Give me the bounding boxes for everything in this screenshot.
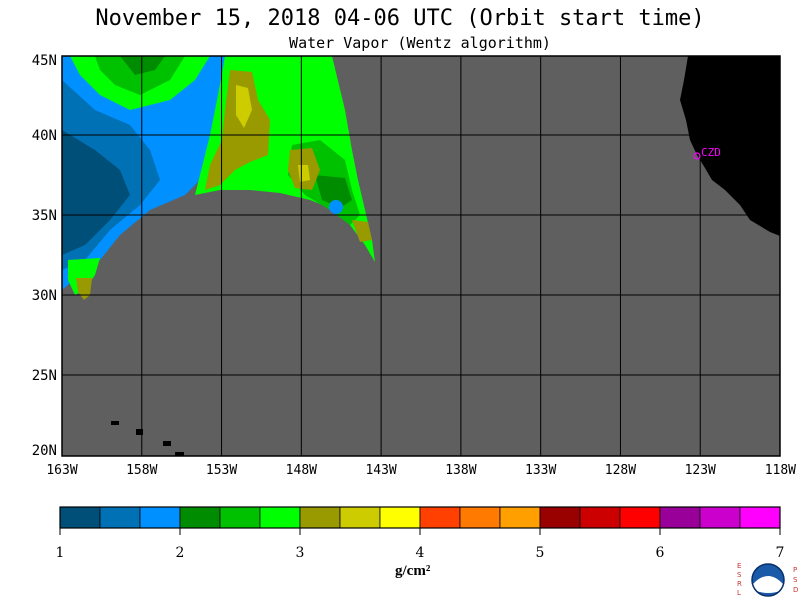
swath-mid-vapor: [315, 175, 352, 208]
longitude-labels: 163W 158W 153W 148W 143W 138W 133W 128W 123W 118W: [46, 463, 796, 478]
colorbar-tick-label: 1: [56, 545, 65, 561]
longitude-label: 143W: [365, 463, 396, 478]
latitude-label: 40N: [32, 128, 57, 144]
swath-lowest-vapor: [62, 130, 130, 255]
colorbar-tick-label: 6: [656, 545, 665, 561]
colorbar-swatch: [699, 506, 741, 529]
colorbar-swatch: [419, 506, 461, 529]
colorbar-tick-label: 2: [176, 545, 185, 561]
swath-south-tip: [68, 258, 100, 295]
colorbar-tick-labels: 1 2 3 4 5 6 7: [56, 528, 785, 561]
latitude-label: 30N: [32, 288, 57, 304]
swath-blue-spot: [329, 200, 343, 214]
longitude-label: 163W: [46, 463, 77, 478]
graticule: [62, 56, 780, 456]
colorbar-swatch: [339, 506, 381, 529]
colorbar-swatch: [739, 506, 781, 529]
latitude-label: 25N: [32, 368, 57, 384]
longitude-label: 128W: [605, 463, 636, 478]
logo-left-r: R: [737, 580, 742, 588]
logo-left-e: E: [737, 562, 741, 570]
swath-medium-vapor-top: [95, 56, 185, 95]
station-marker: [693, 152, 701, 160]
longitude-label: 138W: [445, 463, 476, 478]
latitude-label: 45N: [32, 53, 57, 69]
colorbar-tick-label: 3: [296, 545, 305, 561]
longitude-label: 133W: [525, 463, 556, 478]
longitude-label: 118W: [765, 463, 796, 478]
latitude-label: 35N: [32, 208, 57, 224]
colorbar-swatch: [299, 506, 341, 529]
swath-mid-vapor-top: [120, 56, 165, 75]
colorbar: [59, 506, 781, 529]
california-landmass: [680, 56, 780, 236]
colorbar-swatch: [379, 506, 421, 529]
map-subtitle: Water Vapor (Wentz algorithm): [289, 34, 551, 52]
colorbar-swatch: [539, 506, 581, 529]
colorbar-swatch: [499, 506, 541, 529]
swath-higher-vapor-patch-2: [298, 165, 310, 182]
colorbar-swatch: [59, 506, 101, 529]
logo-right-s: S: [793, 576, 798, 584]
hawaiian-islands: [111, 421, 184, 456]
longitude-label: 153W: [206, 463, 237, 478]
noaa-logo: E S R L P S D: [737, 562, 798, 597]
colorbar-swatch: [619, 506, 661, 529]
map-title: November 15, 2018 04-06 UTC (Orbit start…: [95, 6, 705, 31]
colorbar-swatch: [659, 506, 701, 529]
colorbar-swatch: [179, 506, 221, 529]
colorbar-tick-label: 5: [536, 545, 545, 561]
colorbar-tick-label: 4: [416, 545, 425, 561]
longitude-label: 148W: [286, 463, 317, 478]
station-label: CZD: [701, 146, 721, 159]
longitude-label: 158W: [126, 463, 157, 478]
colorbar-swatch: [579, 506, 621, 529]
colorbar-swatch: [459, 506, 501, 529]
colorbar-tick-label: 7: [776, 545, 785, 561]
logo-left-l: L: [737, 589, 741, 597]
colorbar-swatch: [139, 506, 181, 529]
latitude-labels: 45N 40N 35N 30N 25N 20N: [32, 53, 57, 459]
logo-bird: [753, 576, 783, 593]
logo-left-s: S: [737, 571, 742, 579]
plot-frame: [61, 55, 781, 457]
colorbar-swatch: [99, 506, 141, 529]
colorbar-swatch: [259, 506, 301, 529]
latitude-label: 20N: [32, 443, 57, 459]
colorbar-unit: g/cm²: [395, 563, 431, 579]
swath-higher-vapor-patch: [236, 85, 252, 128]
longitude-label: 123W: [685, 463, 716, 478]
swath-high-vapor-patch-3: [352, 220, 372, 242]
logo-right-d: D: [793, 586, 798, 594]
colorbar-swatch: [219, 506, 261, 529]
logo-right-p: P: [793, 566, 797, 574]
